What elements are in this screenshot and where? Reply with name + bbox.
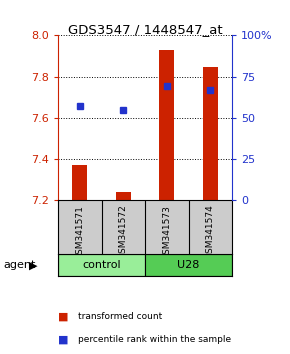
Bar [58,255,145,276]
Bar [145,255,232,276]
Bar [72,165,87,200]
Text: GDS3547 / 1448547_at: GDS3547 / 1448547_at [68,23,222,36]
Text: percentile rank within the sample: percentile rank within the sample [78,335,231,344]
Bar [116,192,131,200]
Text: agent: agent [3,260,35,270]
Text: control: control [82,260,121,270]
Text: ■: ■ [58,335,68,345]
Text: GSM341572: GSM341572 [119,205,128,259]
Text: GSM341571: GSM341571 [75,205,84,259]
Text: GSM341573: GSM341573 [162,205,171,259]
Text: ■: ■ [58,312,68,322]
Text: ▶: ▶ [29,260,38,270]
Bar [203,67,218,200]
Text: transformed count: transformed count [78,312,163,321]
Text: U28: U28 [177,260,200,270]
Text: GSM341574: GSM341574 [206,205,215,259]
Bar [159,50,174,200]
